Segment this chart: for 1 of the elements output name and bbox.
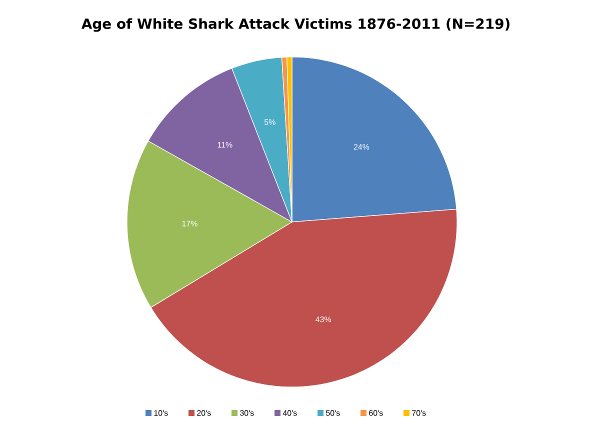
- chart-title: Age of White Shark Attack Victims 1876-2011 (N=219): [81, 18, 510, 32]
